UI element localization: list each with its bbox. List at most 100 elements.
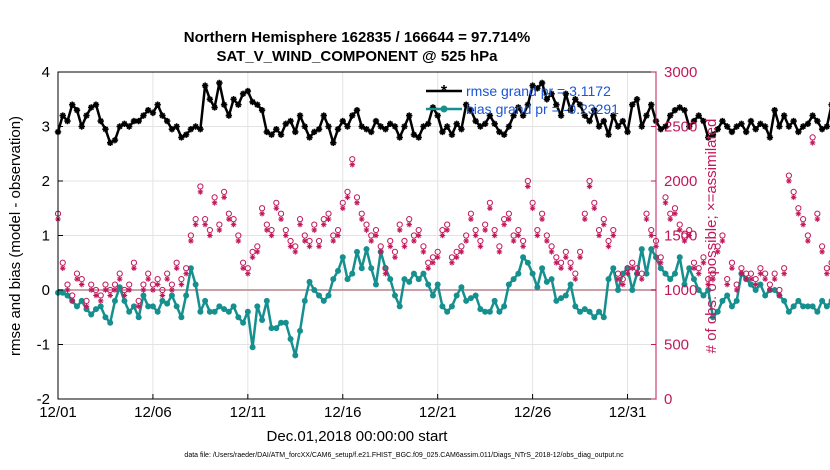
rmse-point bbox=[496, 128, 503, 136]
rmse-point bbox=[277, 131, 285, 138]
obs-possible-point bbox=[695, 265, 702, 272]
rmse-point bbox=[500, 131, 508, 138]
obs-possible-point bbox=[662, 194, 669, 201]
rmse-point bbox=[363, 126, 370, 133]
rmse-point bbox=[809, 112, 816, 119]
obs-assimilated-point bbox=[662, 200, 669, 206]
bias-point bbox=[695, 287, 702, 293]
bias-point bbox=[619, 270, 626, 277]
bias-point bbox=[88, 311, 95, 318]
obs-possible-point bbox=[225, 210, 232, 217]
obs-assimilated-point bbox=[686, 232, 693, 239]
bias-point bbox=[130, 303, 137, 310]
bias-point bbox=[244, 308, 251, 315]
bias-point bbox=[325, 292, 332, 299]
obs-assimilated-point bbox=[672, 210, 678, 217]
rmse-point bbox=[396, 134, 403, 141]
obs-possible-point bbox=[771, 270, 778, 277]
bias-point bbox=[425, 281, 432, 288]
bias-point bbox=[762, 292, 769, 299]
rmse-point bbox=[187, 126, 195, 133]
obs-assimilated-point bbox=[287, 243, 294, 250]
obs-possible-point bbox=[572, 270, 579, 277]
obs-assimilated-point bbox=[401, 243, 408, 250]
obs-assimilated-point bbox=[586, 183, 593, 190]
obs-possible-point bbox=[363, 221, 370, 228]
obs-assimilated-point bbox=[439, 232, 446, 239]
bias-point bbox=[145, 303, 152, 310]
obs-possible-point bbox=[709, 270, 717, 277]
obs-possible-point bbox=[629, 259, 636, 266]
bias-point bbox=[206, 308, 213, 315]
obs-assimilated-point bbox=[676, 227, 683, 233]
obs-possible-point bbox=[762, 270, 769, 277]
obs-assimilated-point bbox=[705, 281, 712, 288]
obs-possible-point bbox=[467, 210, 475, 217]
bias-point bbox=[548, 276, 555, 283]
bias-point bbox=[596, 308, 603, 315]
obs-assimilated-point bbox=[615, 276, 621, 282]
bias-point bbox=[306, 278, 313, 285]
obs-possible-point bbox=[785, 172, 792, 179]
obs-possible-point bbox=[823, 265, 830, 272]
rmse-point bbox=[420, 123, 427, 130]
bias-point bbox=[263, 297, 270, 304]
obs-possible-point bbox=[562, 248, 569, 255]
rmse-point bbox=[780, 112, 788, 119]
obs-assimilated-point bbox=[463, 238, 469, 244]
rmse-point bbox=[477, 123, 484, 130]
rmse-point bbox=[111, 136, 119, 144]
rmse-point bbox=[130, 117, 138, 125]
y-tick-label-left: 0 bbox=[42, 282, 50, 299]
obs-assimilated-point bbox=[691, 265, 697, 271]
legend-rmse-label: rmse grand pr = 3.1172 bbox=[466, 83, 611, 99]
rmse-point bbox=[638, 123, 645, 130]
obs-assimilated-point bbox=[529, 205, 536, 212]
obs-assimilated-point bbox=[278, 216, 284, 222]
rmse-point bbox=[766, 134, 774, 141]
obs-possible-point bbox=[738, 265, 745, 272]
obs-possible-point bbox=[747, 270, 755, 277]
x-axis-label: Dec.01,2018 00:00:00 start bbox=[267, 428, 449, 445]
obs-possible-point bbox=[69, 292, 76, 299]
obs-possible-point bbox=[581, 210, 588, 217]
obs-possible-point bbox=[610, 226, 617, 234]
obs-possible-point bbox=[235, 232, 242, 239]
rmse-point bbox=[339, 117, 346, 125]
y-tick-label-right: 2000 bbox=[664, 173, 697, 190]
obs-assimilated-point bbox=[757, 270, 764, 277]
rmse-point bbox=[140, 112, 147, 119]
obs-possible-point bbox=[724, 276, 731, 283]
obs-assimilated-point bbox=[425, 265, 431, 271]
rmse-point bbox=[557, 112, 565, 119]
rmse-point bbox=[439, 128, 446, 136]
bias-point bbox=[510, 276, 517, 283]
rmse-point bbox=[676, 104, 683, 111]
rmse-point bbox=[406, 112, 413, 119]
bias-point bbox=[648, 246, 655, 253]
bias-point bbox=[192, 281, 199, 288]
rmse-point bbox=[92, 101, 100, 108]
bias-point bbox=[335, 267, 342, 274]
obs-assimilated-point bbox=[164, 276, 170, 282]
rmse-point bbox=[462, 101, 470, 108]
rmse-point bbox=[410, 131, 418, 138]
obs-possible-point bbox=[671, 205, 679, 212]
rmse-point bbox=[572, 96, 579, 103]
bias-point bbox=[164, 300, 171, 307]
obs-assimilated-point bbox=[638, 276, 645, 282]
obs-possible-point bbox=[277, 210, 285, 217]
rmse-point bbox=[206, 96, 214, 103]
y-tick-label-left: 4 bbox=[42, 64, 50, 81]
chart-title: Northern Hemisphere 162835 / 166644 = 97… bbox=[184, 29, 530, 46]
obs-possible-point bbox=[377, 243, 384, 250]
x-tick-label: 12/06 bbox=[134, 404, 172, 421]
obs-possible-point bbox=[88, 281, 95, 288]
bias-point bbox=[116, 284, 123, 291]
bias-point bbox=[501, 303, 508, 310]
x-tick-label: 12/26 bbox=[514, 404, 552, 421]
obs-possible-point bbox=[781, 265, 788, 272]
rmse-point bbox=[486, 112, 494, 119]
y-tick-label-left: -1 bbox=[37, 337, 50, 354]
rmse-point bbox=[614, 123, 622, 130]
